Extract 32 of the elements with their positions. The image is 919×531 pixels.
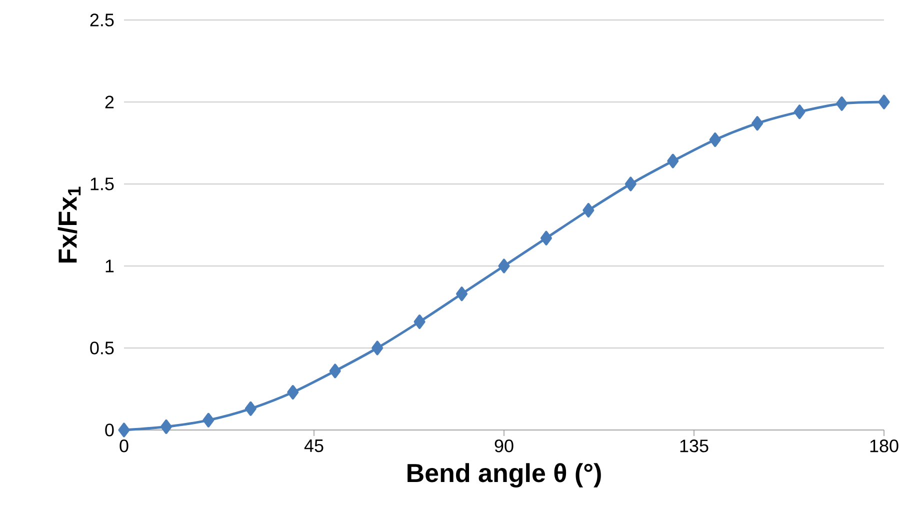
point — [752, 116, 764, 131]
y-tick-label: 0.5 — [90, 342, 114, 354]
point — [624, 176, 636, 192]
point — [709, 132, 721, 147]
point — [202, 412, 214, 428]
point — [794, 104, 806, 120]
y-axis-title: Fx/Fx$_{1}$ — [58, 186, 81, 263]
point — [540, 230, 552, 246]
y-tick-label: 2.5 — [90, 14, 114, 26]
y-tick-label: 1 — [106, 260, 114, 272]
x-tick-label: 180 — [870, 440, 898, 452]
x-axis-title: Bend angle θ (°) — [408, 463, 601, 488]
x-tick-label: 90 — [494, 440, 514, 452]
point — [498, 258, 510, 274]
point — [667, 154, 679, 168]
point — [372, 340, 384, 356]
point — [244, 401, 256, 416]
x-tick-label: 0 — [120, 440, 128, 452]
x-tick-label: 45 — [304, 440, 324, 452]
point — [118, 422, 130, 438]
point — [582, 202, 594, 218]
point — [329, 364, 341, 378]
y-tick-label: 0 — [105, 424, 114, 436]
y-tick-label: 1.5 — [90, 178, 114, 190]
point — [456, 286, 468, 302]
y-tick-label: 2 — [105, 96, 114, 108]
point — [878, 94, 890, 110]
point — [836, 96, 848, 111]
x-tick-label: 135 — [680, 440, 708, 452]
point — [160, 419, 172, 434]
point — [287, 385, 299, 400]
point — [414, 314, 426, 330]
